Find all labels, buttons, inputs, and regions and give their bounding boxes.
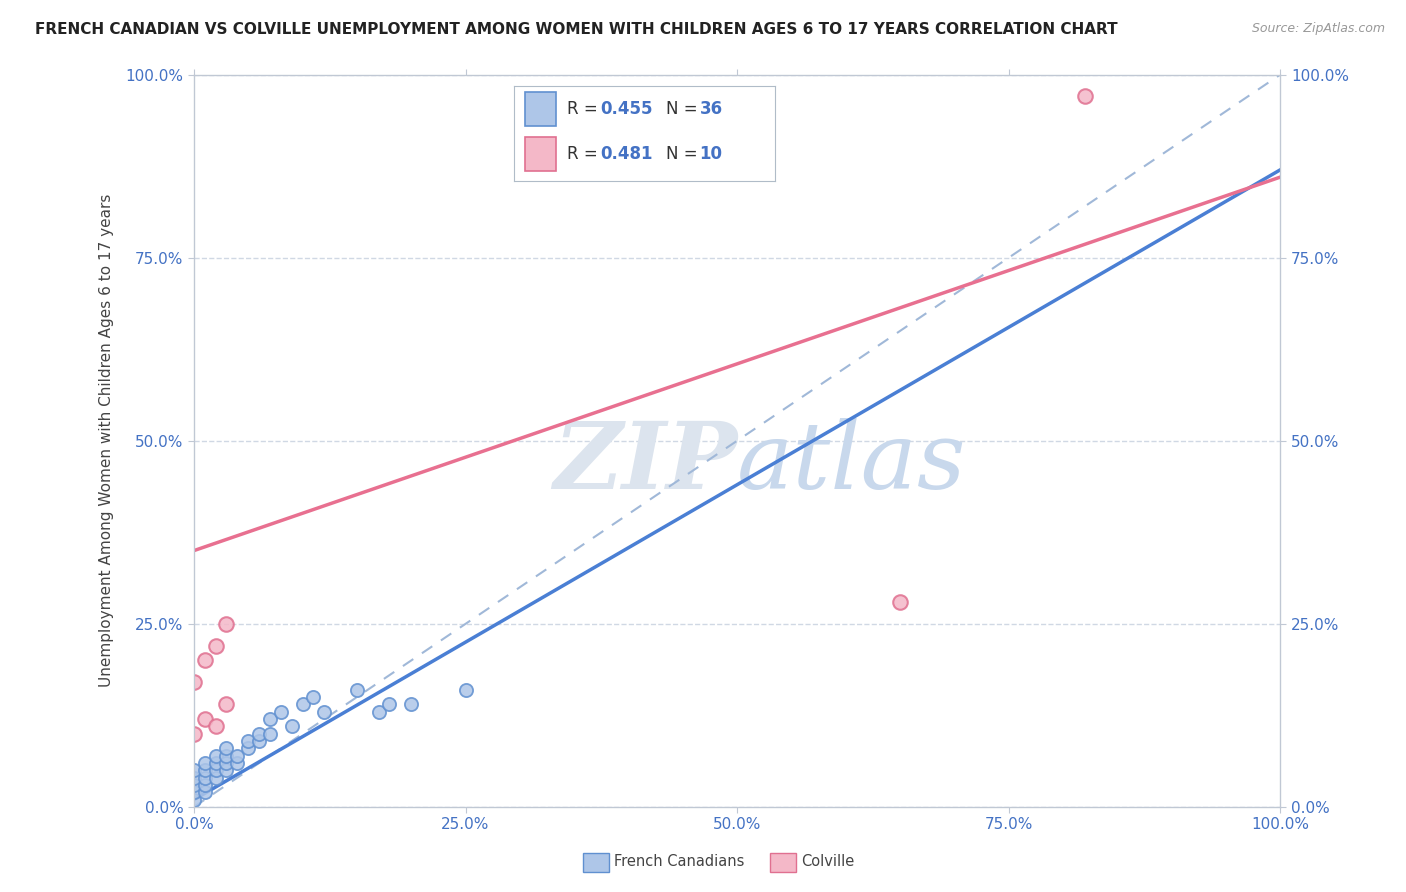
Point — [291, 698, 314, 712]
Point — [183, 675, 205, 690]
Point — [302, 690, 325, 705]
Point — [259, 712, 281, 726]
Point — [204, 771, 226, 785]
Point — [454, 682, 477, 697]
Point — [314, 705, 336, 719]
Point — [194, 756, 217, 770]
Text: Source: ZipAtlas.com: Source: ZipAtlas.com — [1251, 22, 1385, 36]
Point — [183, 727, 205, 741]
Point — [367, 705, 389, 719]
Point — [215, 741, 238, 756]
Point — [183, 764, 205, 778]
Point — [215, 764, 238, 778]
Point — [204, 639, 226, 653]
Point — [194, 771, 217, 785]
Point — [215, 698, 238, 712]
Point — [247, 734, 270, 748]
Point — [399, 698, 422, 712]
Point — [346, 682, 368, 697]
Point — [226, 756, 249, 770]
Point — [226, 748, 249, 763]
Point — [280, 719, 302, 733]
Text: atlas: atlas — [737, 417, 967, 508]
Text: French Canadians: French Canadians — [614, 854, 745, 869]
Point — [204, 748, 226, 763]
Point — [194, 653, 217, 667]
Point — [247, 727, 270, 741]
Point — [378, 698, 401, 712]
Text: FRENCH CANADIAN VS COLVILLE UNEMPLOYMENT AMONG WOMEN WITH CHILDREN AGES 6 TO 17 : FRENCH CANADIAN VS COLVILLE UNEMPLOYMENT… — [35, 22, 1118, 37]
Y-axis label: Unemployment Among Women with Children Ages 6 to 17 years: Unemployment Among Women with Children A… — [100, 194, 114, 688]
Point — [204, 719, 226, 733]
Point — [270, 705, 292, 719]
Point — [204, 756, 226, 770]
Point — [183, 778, 205, 792]
Point — [238, 734, 260, 748]
Point — [183, 785, 205, 799]
Point — [204, 764, 226, 778]
Point — [215, 748, 238, 763]
Point — [183, 771, 205, 785]
Text: ZIP: ZIP — [553, 417, 737, 508]
Point — [194, 785, 217, 799]
Point — [238, 741, 260, 756]
Point — [259, 727, 281, 741]
Text: Colville: Colville — [801, 854, 855, 869]
Point — [194, 764, 217, 778]
Point — [889, 595, 911, 609]
Point — [194, 778, 217, 792]
Point — [1074, 89, 1097, 103]
Point — [194, 712, 217, 726]
Point — [215, 756, 238, 770]
Point — [215, 616, 238, 631]
Point — [183, 792, 205, 806]
